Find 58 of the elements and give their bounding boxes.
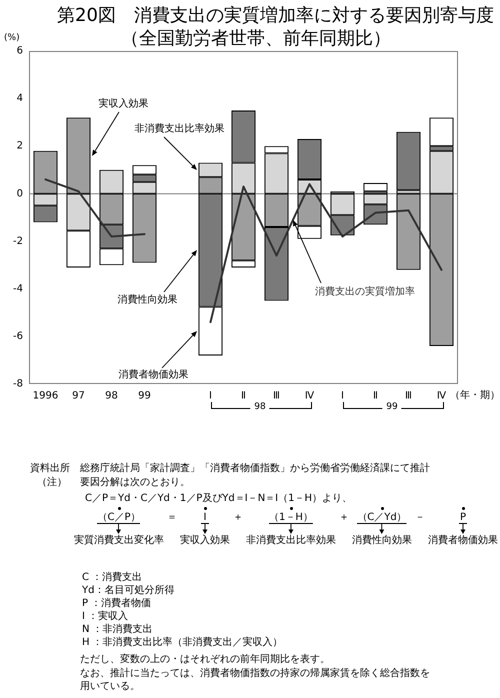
text: 98 — [250, 402, 270, 413]
text: 非消費支出比率効果 — [134, 123, 224, 134]
text: （注） — [37, 477, 67, 488]
x-tick-label: Ⅰ — [341, 390, 344, 402]
text: （C／P） — [97, 512, 140, 523]
y-tick-label: 0 — [16, 188, 23, 200]
y-axis-title: (%) — [4, 33, 20, 44]
chart-subtitle: （全国勤労者世帯、前年同期比） — [121, 28, 391, 49]
x-tick-label: Ⅳ — [304, 390, 315, 402]
text: 消費支出の実質増加率 — [315, 286, 415, 298]
text: Yd：名目可処分所得 — [82, 585, 174, 596]
text: N ：非消費支出 — [82, 624, 153, 635]
text: （C／Yd） — [357, 512, 407, 523]
text: H ：非消費支出比率（非消費支出／実収入） — [82, 637, 283, 648]
x-tick-label: Ⅰ — [209, 390, 212, 402]
x-axis-title: （年・期） — [450, 390, 500, 401]
x-tick-label: 1996 — [32, 390, 58, 402]
text: ただし、変数の上の・はそれぞれの前年同期比を表す。 — [80, 654, 330, 665]
text: C ：消費支出 — [82, 572, 142, 583]
x-tick-label: Ⅲ — [405, 390, 412, 402]
text: C／P＝Yd・C／Yd・1／P及びYd＝I－N＝I（1－H）より、 — [85, 493, 352, 504]
series-label: 消費者物価効果 — [118, 370, 188, 381]
text: P ：消費者物価 — [82, 598, 152, 609]
x-tick-label: Ⅲ — [273, 390, 280, 402]
text: なお、推計に当たっては、消費者物価指数の持家の帰属家賃を除く総合指数を用いている。 — [80, 667, 431, 693]
text: 資料出所 — [30, 463, 70, 474]
text: 非消費支出比率効果 — [246, 535, 336, 546]
y-tick-label: -2 — [13, 236, 23, 247]
text: 消費性向効果 — [117, 294, 178, 306]
text: P — [460, 512, 466, 523]
text: 実質消費支出変化率 — [74, 535, 164, 546]
y-tick-label: -8 — [13, 378, 23, 390]
y-tick-label: 2 — [16, 140, 23, 152]
x-tick-label: 99 — [138, 390, 151, 402]
text: ＋ — [233, 512, 243, 523]
text: I — [204, 512, 206, 523]
x-tick-label: Ⅳ — [436, 390, 447, 402]
x-tick-label: 98 — [105, 390, 118, 402]
text: （1－H） — [269, 512, 313, 523]
series-label: 実収入効果 — [98, 98, 149, 110]
text: ＋ — [339, 512, 349, 523]
text: 実収入効果 — [180, 535, 230, 546]
y-tick-label: 6 — [16, 46, 23, 57]
text: 要因分解は次のとおり。 — [80, 477, 190, 488]
text: 99 — [382, 402, 402, 413]
chart-title: 第20図 消費支出の実質増加率に対する要因別寄与度 — [57, 5, 494, 26]
text: 消費者物価効果 — [428, 535, 498, 546]
y-tick-label: 4 — [16, 93, 23, 104]
text: ＝ — [167, 512, 177, 523]
y-tick-label: -4 — [13, 283, 23, 294]
x-tick-label: Ⅱ — [373, 390, 378, 402]
x-tick-label: 97 — [72, 390, 85, 402]
text: I ：実収入 — [82, 611, 128, 622]
text: 総務庁統計局「家計調査」「消費者物価指数」から労働省労働経済課にて推計 — [80, 463, 430, 474]
text: － — [415, 512, 425, 523]
text: 消費性向効果 — [352, 535, 412, 546]
x-tick-label: Ⅱ — [241, 390, 246, 402]
y-tick-label: -6 — [13, 331, 23, 342]
